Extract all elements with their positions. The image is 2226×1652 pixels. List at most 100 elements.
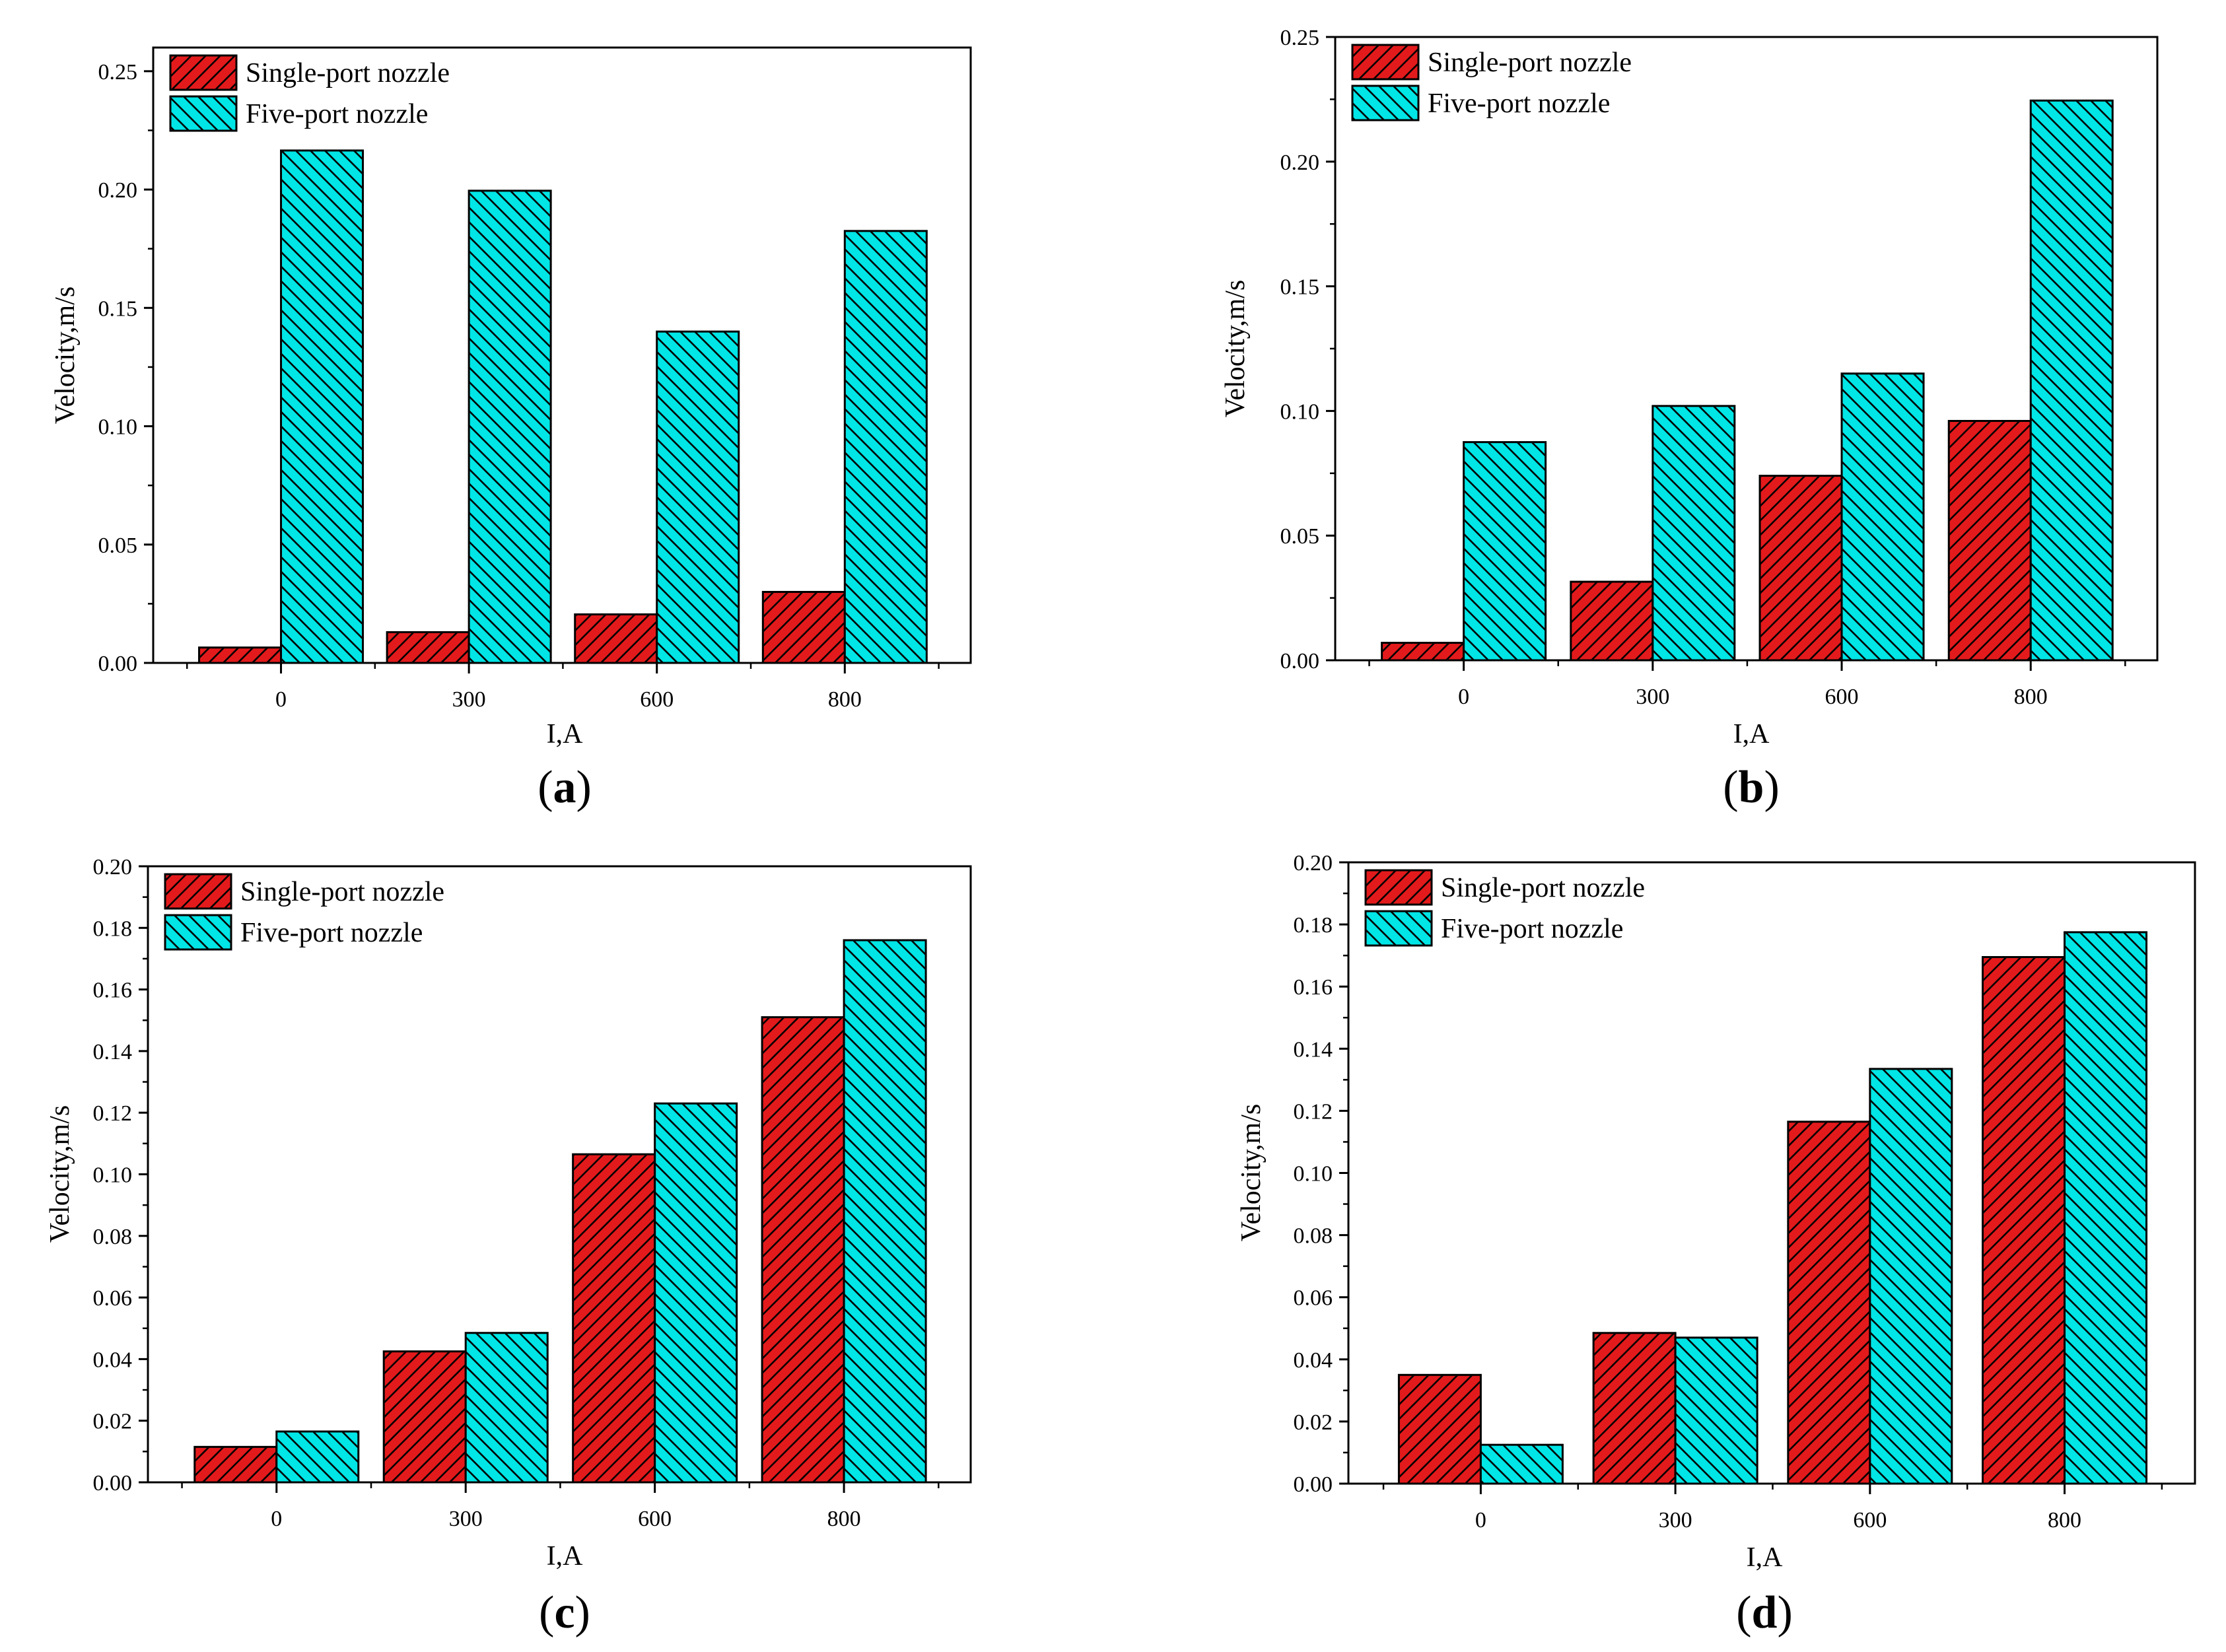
y-axis-label: Velocity,m/s xyxy=(1220,280,1251,417)
x-tick-label: 800 xyxy=(828,687,862,712)
y-tick-label: 0.20 xyxy=(93,855,133,879)
bar-five-600 xyxy=(1840,372,1925,662)
bar-single-600 xyxy=(572,1153,656,1484)
bar-five-800 xyxy=(2064,931,2148,1485)
bar-five-300 xyxy=(468,189,552,664)
legend-label-five: Five-port nozzle xyxy=(246,99,428,129)
bar-single-0 xyxy=(1381,642,1465,662)
y-axis-label: Velocity,m/s xyxy=(45,1105,75,1243)
panel-label-b: (b) xyxy=(1723,762,1780,813)
bar-single-800 xyxy=(761,1016,845,1484)
bar-single-0 xyxy=(193,1445,278,1484)
panel-label-d: (d) xyxy=(1736,1587,1793,1638)
bar-single-800 xyxy=(1947,420,2032,662)
legend-swatch-single xyxy=(164,873,232,910)
y-tick-label: 0.14 xyxy=(93,1040,133,1064)
x-axis-label: I,A xyxy=(1733,719,1770,749)
chart-panel-a: 0.00 0.05 0.10 0.15 0.20 0.25 0 300 600 800 I,A Vel… xyxy=(50,46,972,813)
legend-label-single: Single-port nozzle xyxy=(1441,873,1645,903)
y-tick-label: 0.20 xyxy=(1294,851,1333,876)
legend-swatch-single xyxy=(1351,44,1420,81)
bar-five-0 xyxy=(1463,441,1547,662)
bar-single-600 xyxy=(1758,475,1843,662)
x-tick-label: 0 xyxy=(275,687,287,712)
bar-single-600 xyxy=(1787,1120,1871,1485)
y-tick-label: 0.02 xyxy=(93,1410,133,1434)
legend-label-single: Single-port nozzle xyxy=(246,58,450,88)
x-tick-label: 0 xyxy=(1475,1508,1486,1532)
bar-five-800 xyxy=(843,230,928,664)
x-tick-label: 800 xyxy=(2014,685,2048,709)
y-axis-label: Velocity,m/s xyxy=(1236,1104,1267,1241)
bar-single-300 xyxy=(1570,580,1654,662)
bar-single-600 xyxy=(574,613,658,664)
legend-swatch-five xyxy=(164,914,232,951)
x-tick-label: 800 xyxy=(827,1507,861,1531)
legend-label-single: Single-port nozzle xyxy=(1428,48,1632,78)
y-tick-label: 0.15 xyxy=(98,296,138,321)
bar-single-300 xyxy=(1592,1332,1677,1485)
y-tick-label: 0.08 xyxy=(93,1225,133,1249)
legend-label-five: Five-port nozzle xyxy=(1441,914,1623,944)
y-tick-label: 0.16 xyxy=(1294,975,1333,1000)
x-tick-label: 300 xyxy=(1659,1508,1692,1532)
y-tick-label: 0.02 xyxy=(1294,1410,1333,1435)
y-tick-label: 0.20 xyxy=(98,178,138,203)
bar-five-800 xyxy=(843,939,927,1484)
bar-single-300 xyxy=(382,1350,467,1484)
x-tick-label: 600 xyxy=(1825,685,1859,709)
y-tick-label: 0.05 xyxy=(1280,524,1320,549)
chart-panel-b: 0.00 0.05 0.10 0.15 0.20 0.25 0 300 600 800 I,A Vel… xyxy=(1220,26,2159,813)
bar-five-600 xyxy=(1869,1068,1953,1485)
bar-five-0 xyxy=(280,149,365,664)
y-tick-label: 0.05 xyxy=(98,533,138,558)
y-tick-label: 0.00 xyxy=(1294,1472,1333,1497)
bar-single-300 xyxy=(386,631,470,664)
y-axis-label: Velocity,m/s xyxy=(50,287,81,424)
y-tick-label: 0.20 xyxy=(1280,151,1320,175)
y-tick-label: 0.10 xyxy=(98,415,138,440)
y-tick-label: 0.10 xyxy=(1294,1162,1333,1187)
x-axis-label: I,A xyxy=(547,719,583,749)
y-tick-label: 0.14 xyxy=(1294,1037,1333,1062)
x-tick-label: 600 xyxy=(1853,1508,1887,1532)
legend-swatch-five xyxy=(1351,85,1420,121)
y-tick-label: 0.25 xyxy=(98,60,138,85)
legend-swatch-single xyxy=(1364,869,1433,906)
y-tick-label: 0.15 xyxy=(1280,275,1320,300)
x-tick-label: 300 xyxy=(452,687,486,712)
bar-five-300 xyxy=(1652,405,1736,662)
x-axis-label: I,A xyxy=(1747,1542,1783,1573)
bar-single-0 xyxy=(1397,1373,1482,1485)
y-tick-label: 0.06 xyxy=(93,1286,133,1311)
y-tick-label: 0.10 xyxy=(1280,399,1320,424)
x-tick-label: 300 xyxy=(449,1507,483,1531)
legend-swatch-five xyxy=(1364,910,1433,947)
x-tick-label: 800 xyxy=(2048,1508,2081,1532)
bar-five-0 xyxy=(275,1430,360,1484)
y-tick-label: 0.04 xyxy=(93,1348,133,1372)
bar-single-800 xyxy=(1982,956,2066,1485)
bar-five-800 xyxy=(2029,99,2114,662)
bar-five-600 xyxy=(656,330,740,664)
y-tick-label: 0.10 xyxy=(93,1163,133,1188)
legend-label-single: Single-port nozzle xyxy=(240,877,444,907)
y-tick-label: 0.16 xyxy=(93,979,133,1003)
x-tick-label: 0 xyxy=(1458,685,1469,709)
y-tick-label: 0.00 xyxy=(98,652,138,676)
bar-five-300 xyxy=(464,1332,549,1484)
x-tick-label: 600 xyxy=(640,687,674,712)
bar-five-600 xyxy=(654,1102,738,1484)
legend-swatch-single xyxy=(169,54,238,91)
bar-five-0 xyxy=(1479,1443,1564,1485)
bar-five-300 xyxy=(1674,1336,1758,1485)
chart-panel-c: 0.00 0.02 0.04 0.06 0.08 0.10 0.12 0.14 0.16 0.18… xyxy=(45,855,972,1638)
y-tick-label: 0.18 xyxy=(93,916,133,941)
plot-frame xyxy=(152,46,972,664)
y-tick-label: 0.00 xyxy=(1280,649,1320,673)
x-tick-label: 600 xyxy=(638,1507,672,1531)
y-tick-label: 0.04 xyxy=(1294,1348,1333,1373)
x-tick-label: 300 xyxy=(1636,685,1669,709)
y-tick-label: 0.12 xyxy=(93,1101,133,1126)
